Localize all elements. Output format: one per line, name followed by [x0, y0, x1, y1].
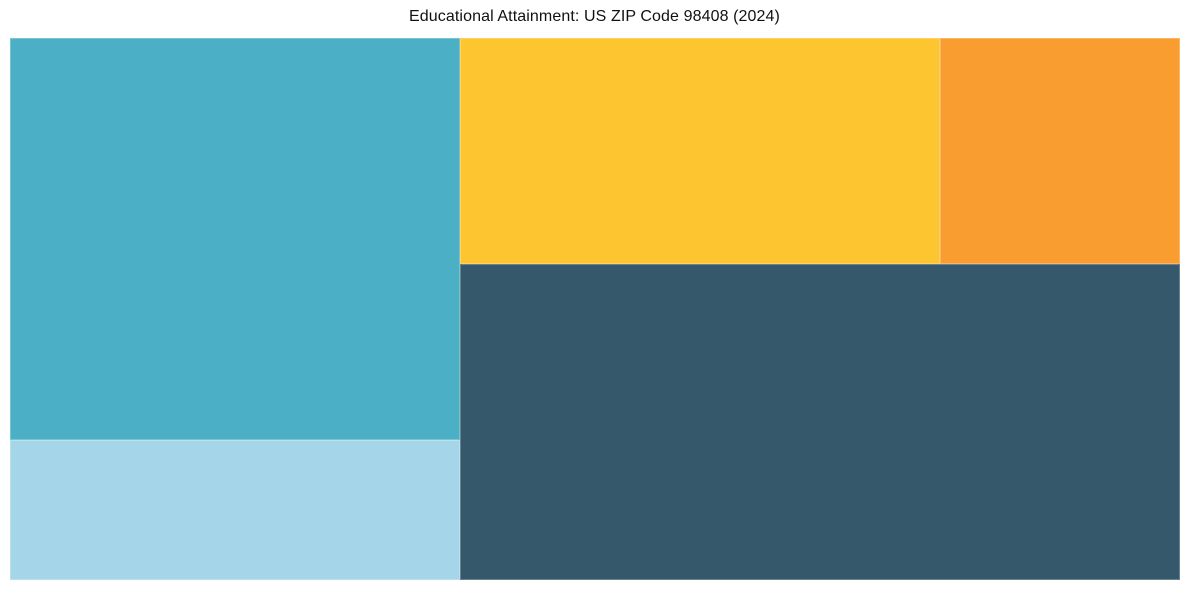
segment-orange[interactable]	[940, 38, 1180, 264]
treemap-plot-area	[10, 38, 1180, 580]
chart-title: Educational Attainment: US ZIP Code 9840…	[409, 8, 780, 25]
segment-dark-slate[interactable]	[460, 264, 1180, 580]
segment-teal[interactable]	[10, 38, 461, 441]
segment-amber[interactable]	[460, 38, 941, 264]
segment-light-blue[interactable]	[10, 440, 461, 580]
